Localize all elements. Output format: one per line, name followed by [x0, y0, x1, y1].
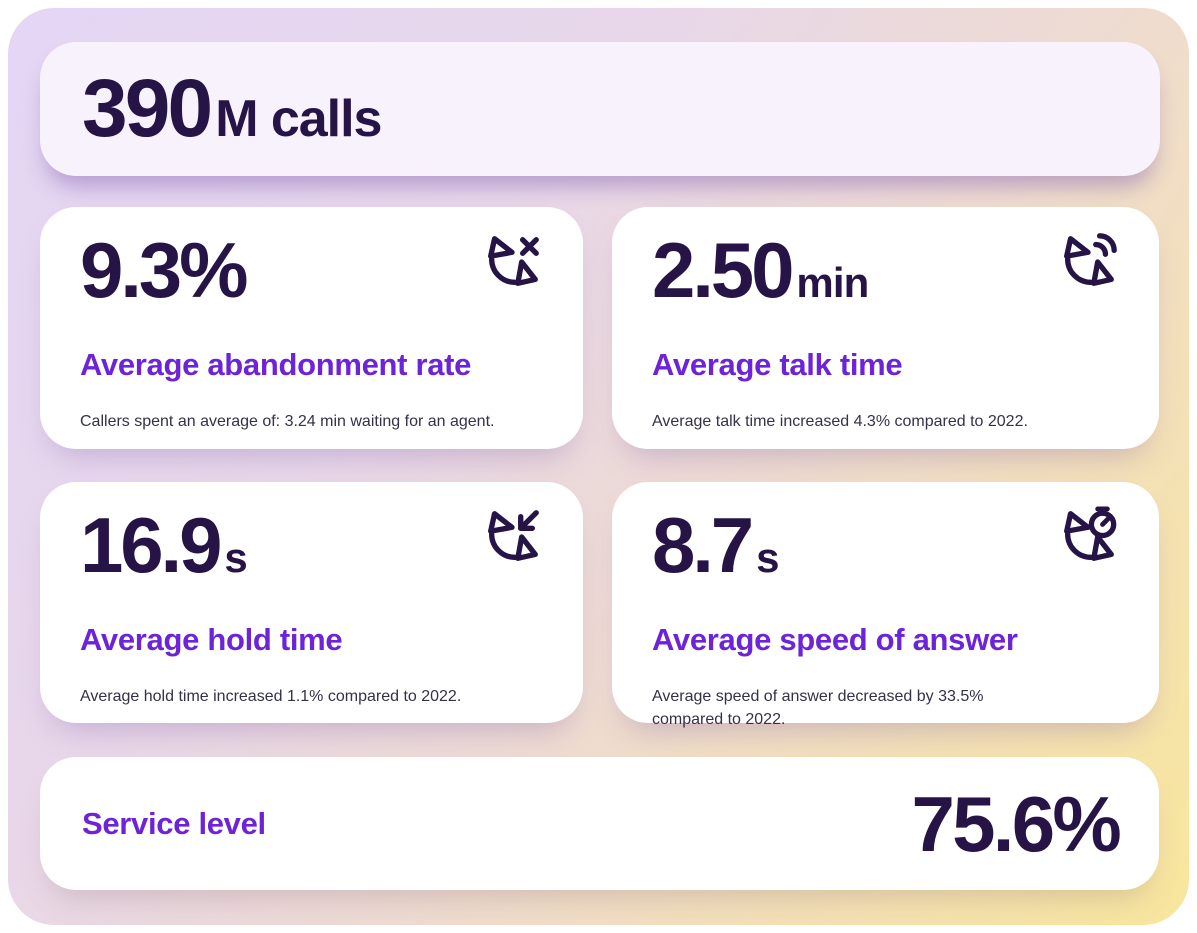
total-calls-unit: M calls	[215, 90, 382, 148]
phone-stopwatch-icon	[1064, 506, 1117, 561]
metric-value: 8.7	[652, 501, 754, 589]
service-level-label: Service level	[82, 805, 266, 841]
metric-description: Average speed of answer decreased by 33.…	[652, 687, 984, 728]
dashboard-background: 390 M calls 9.3% Average abandonment rat…	[8, 8, 1189, 925]
metric-description: Average hold time increased 1.1% compare…	[80, 687, 462, 705]
phone-incoming-arrow-icon	[488, 510, 539, 561]
metric-card-speed-of-answer: 8.7 s Average speed of answer Average sp…	[612, 482, 1159, 728]
metric-unit: min	[796, 259, 869, 306]
metric-value-group: 16.9 s	[80, 498, 248, 592]
metric-value-group: 8.7 s	[652, 498, 779, 592]
metric-description: Average talk time increased 4.3% compare…	[652, 412, 1028, 430]
phone-missed-call-icon	[488, 236, 539, 286]
metric-value: 2.50	[652, 226, 794, 314]
service-level-value: 75.6%	[911, 779, 1121, 868]
metric-title: Average speed of answer	[652, 622, 1018, 657]
phone-talk-waves-icon	[1064, 233, 1117, 286]
metric-card-abandonment-rate: 9.3% Average abandonment rate Callers sp…	[40, 207, 583, 449]
metric-card-talk-time: 2.50 min Average talk time Average talk …	[612, 207, 1159, 449]
metric-unit: s	[756, 534, 779, 581]
metric-title: Average hold time	[80, 622, 343, 657]
metric-title: Average abandonment rate	[80, 347, 472, 382]
total-calls-value: 390	[82, 63, 213, 154]
metric-value: 16.9	[80, 501, 222, 589]
metric-title: Average talk time	[652, 347, 903, 382]
metric-description: Callers spent an average of: 3.24 min wa…	[80, 412, 495, 430]
total-calls-banner: 390 M calls	[40, 42, 1160, 176]
metric-value-group: 9.3%	[80, 223, 250, 317]
metric-value: 9.3%	[80, 226, 248, 314]
metric-unit: s	[224, 534, 247, 581]
metric-card-hold-time: 16.9 s Average hold time Average hold ti…	[40, 482, 583, 723]
metric-value-group: 2.50 min	[652, 223, 869, 317]
service-level-card: Service level 75.6%	[40, 757, 1159, 890]
total-calls-value-group: 390 M calls	[82, 63, 382, 154]
